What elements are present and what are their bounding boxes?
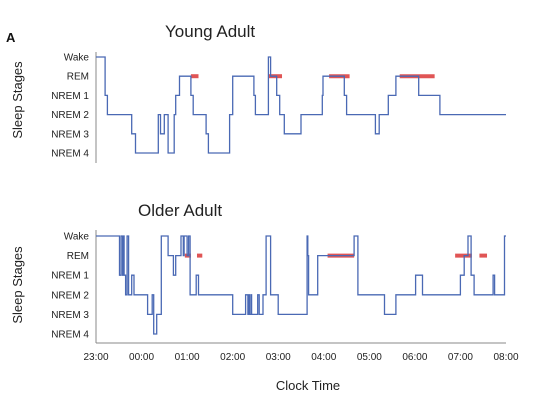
x-tick-label: 02:00 [220,352,245,363]
y-tick-label: REM [67,72,89,83]
y-tick-label: NREM 4 [51,330,89,341]
y-tick-label: Wake [64,53,90,64]
x-tick-label: 07:00 [448,352,473,363]
x-tick-label: 05:00 [357,352,382,363]
x-tick-label: 04:00 [311,352,336,363]
x-tick-label: 06:00 [402,352,427,363]
y-ticks-young-adult: Wake REM NREM 1 NREM 2 NREM 3 NREM 4 [51,53,89,160]
x-tick-label: 03:00 [266,352,291,363]
x-tick-label: 00:00 [129,352,154,363]
y-tick-label: NREM 3 [51,310,89,321]
y-axis-label-older-adult: Sleep Stages [10,246,25,324]
y-tick-label: NREM 2 [51,290,89,301]
x-axis-label: Clock Time [276,378,340,393]
y-tick-label: NREM 1 [51,271,89,282]
y-axis-label-young-adult: Sleep Stages [10,61,25,139]
y-tick-label: NREM 2 [51,110,89,121]
panel-title-older-adult: Older Adult [138,201,222,220]
y-tick-label: NREM 1 [51,91,89,102]
panel-title-young-adult: Young Adult [165,22,255,41]
panel-label: A [6,30,16,45]
y-tick-label: REM [67,251,89,262]
x-tick-label: 23:00 [83,352,108,363]
x-ticks: 23:00 00:00 01:00 02:00 03:00 04:00 05:00 06:00… [83,352,518,363]
hypnogram-line-older-adult [96,235,506,335]
y-tick-label: NREM 3 [51,129,89,140]
y-tick-label: Wake [64,232,90,243]
x-tick-label: 08:00 [493,352,518,363]
hypnogram-line-young-adult [96,56,506,154]
y-tick-label: NREM 4 [51,149,89,160]
y-ticks-older-adult: Wake REM NREM 1 NREM 2 NREM 3 NREM 4 [51,232,89,341]
x-tick-label: 01:00 [175,352,200,363]
